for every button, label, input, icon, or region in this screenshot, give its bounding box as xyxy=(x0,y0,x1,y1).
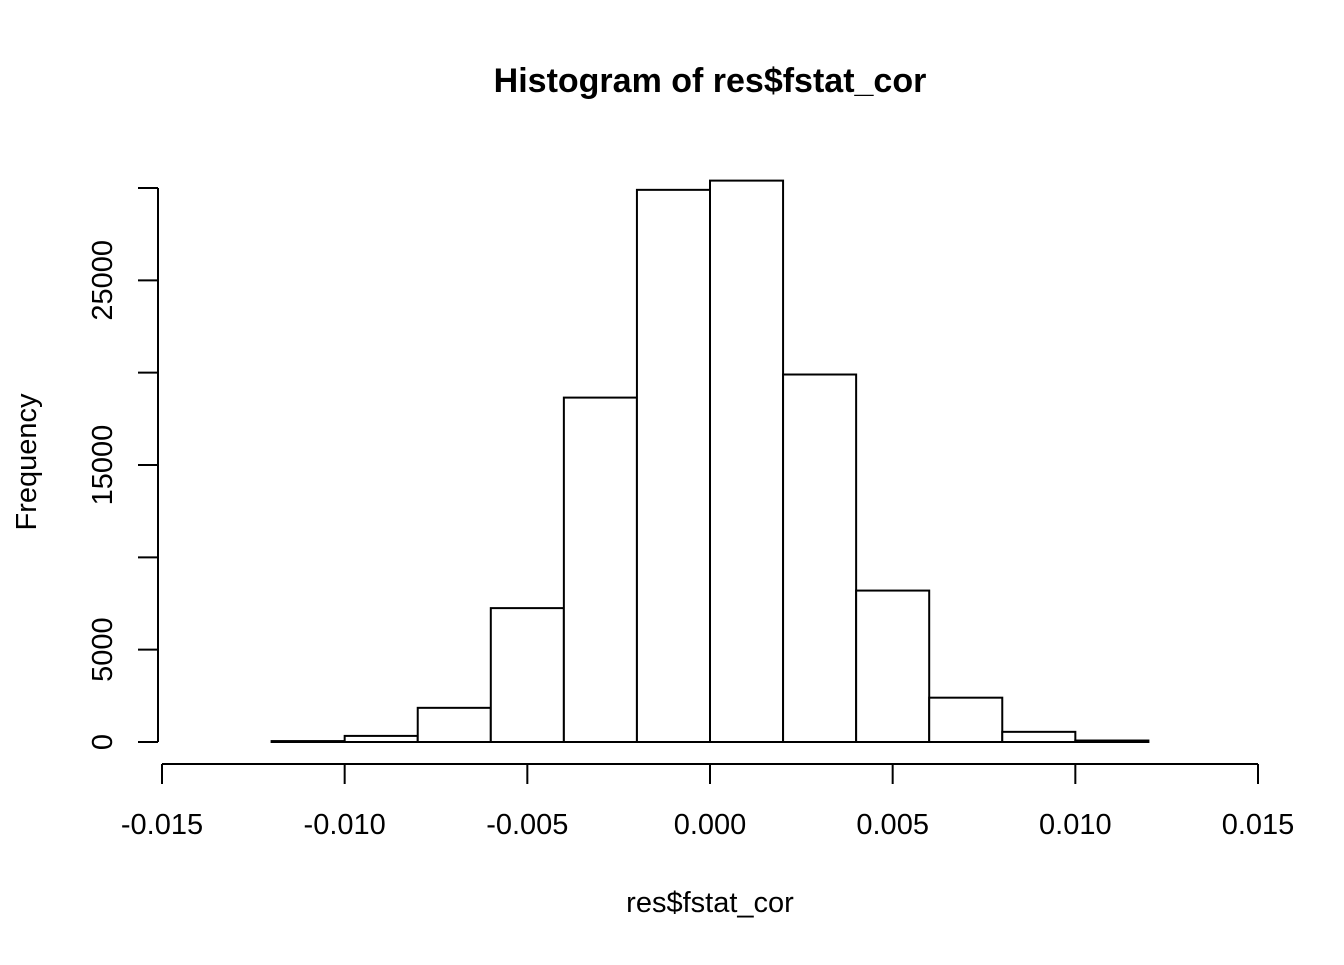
histogram-bar-2 xyxy=(343,734,419,744)
y-axis-label: Frequency xyxy=(11,393,43,531)
x-tick-label-1: -0.010 xyxy=(304,809,386,841)
histogram-bar-6 xyxy=(635,188,712,743)
histogram-bar-3 xyxy=(416,706,492,744)
y-tick-label-2: 15000 xyxy=(87,425,119,506)
y-tick-label-1: 5000 xyxy=(87,617,119,682)
x-tick-label-5: 0.010 xyxy=(1039,809,1112,841)
histogram-bar-5 xyxy=(562,396,638,743)
histogram-bar-4 xyxy=(489,607,565,743)
chart-title: Histogram of res$fstat_cor xyxy=(494,62,927,100)
histogram-bar-11 xyxy=(1001,730,1077,743)
x-axis: -0.015 -0.010 -0.005 0.000 0.005 0.010 0.015 xyxy=(121,763,1295,841)
y-tick-label-0: 0 xyxy=(87,734,119,750)
histogram-bar-10 xyxy=(928,696,1004,743)
histogram-bar-7 xyxy=(709,179,785,743)
x-tick-label-6: 0.015 xyxy=(1222,809,1295,841)
histogram-bar-9 xyxy=(855,589,931,743)
x-tick-label-0: -0.015 xyxy=(121,809,203,841)
y-tick-label-3: 25000 xyxy=(87,240,119,321)
histogram-bar-8 xyxy=(782,373,858,743)
x-tick-label-2: -0.005 xyxy=(486,809,568,841)
histogram-bar-12 xyxy=(1074,739,1150,743)
x-tick-label-3: 0.000 xyxy=(674,809,747,841)
x-axis-label: res$fstat_cor xyxy=(626,887,794,919)
histogram-bar-1 xyxy=(270,740,346,743)
y-axis: 0 5000 15000 25000 xyxy=(87,187,159,750)
histogram-bars xyxy=(270,179,1150,744)
x-tick-label-4: 0.005 xyxy=(856,809,929,841)
